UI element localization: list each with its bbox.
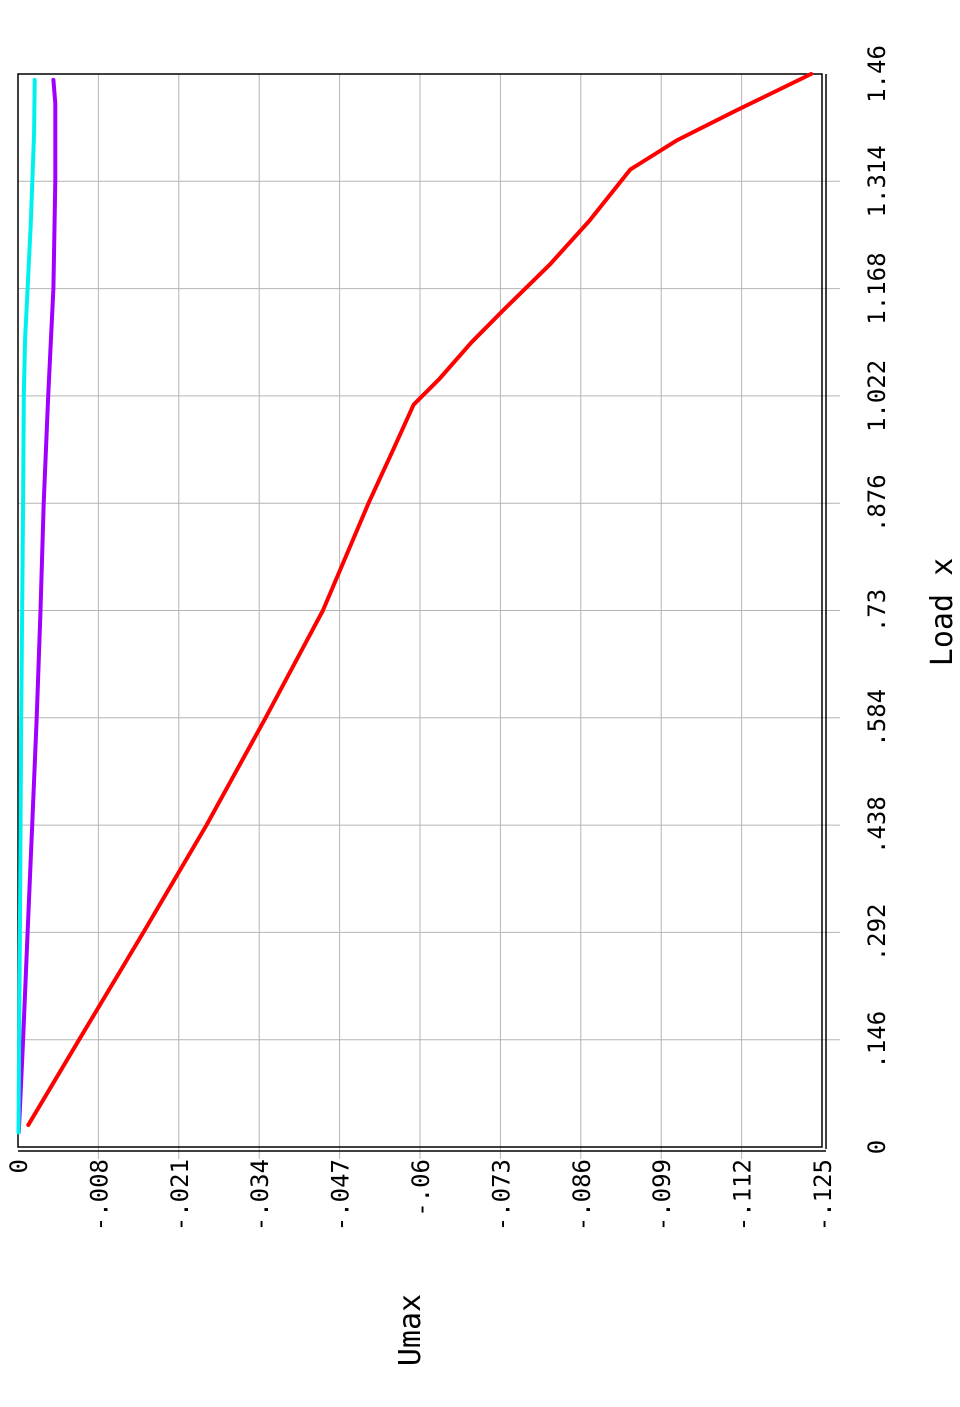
series-line-2 — [16, 77, 58, 1135]
plot-border — [17, 73, 823, 1148]
y-tick-label: -.021 — [166, 1159, 194, 1231]
y-tick-label: -.047 — [327, 1159, 355, 1231]
y-tick-label: -.073 — [487, 1159, 515, 1231]
x-tick-label: 0 — [863, 1140, 891, 1154]
x-tick-label: 1.314 — [863, 145, 891, 217]
y-tick-labels: 0 -.008 -.021 -.034 -.047 -.06 -.073 -.086 -.099… — [5, 1159, 837, 1231]
x-axis-title: Load x — [925, 558, 960, 666]
grid — [18, 74, 840, 1159]
y-tick-label: -.086 — [568, 1159, 596, 1231]
x-tick-label: .146 — [863, 1011, 891, 1069]
x-tick-label: .584 — [863, 689, 891, 747]
y-tick-label: -.125 — [809, 1159, 837, 1231]
x-tick-label: 1.168 — [863, 252, 891, 324]
x-tick-labels: 0 .146 .292 .438 .584 .73 .876 1.022 1.168 1.314 1… — [863, 45, 891, 1154]
series-line-3 — [16, 77, 37, 1135]
series-layer — [16, 72, 814, 1135]
x-tick-label: .438 — [863, 796, 891, 854]
x-tick-label: .73 — [863, 589, 891, 632]
x-tick-label: .292 — [863, 904, 891, 962]
plot-frame — [17, 73, 827, 1152]
x-tick-label: 1.46 — [863, 45, 891, 103]
y-tick-label: -.099 — [648, 1159, 676, 1231]
y-tick-label: -.06 — [407, 1159, 435, 1217]
x-tick-label: 1.022 — [863, 360, 891, 432]
x-tick-label: .876 — [863, 474, 891, 532]
y-tick-label: 0 — [5, 1159, 33, 1173]
y-tick-label: -.112 — [729, 1159, 757, 1231]
y-tick-label: -.034 — [246, 1159, 274, 1231]
y-tick-label: -.008 — [85, 1159, 113, 1231]
series-line-1 — [26, 72, 814, 1127]
y-axis-title: Umax — [393, 1294, 428, 1366]
